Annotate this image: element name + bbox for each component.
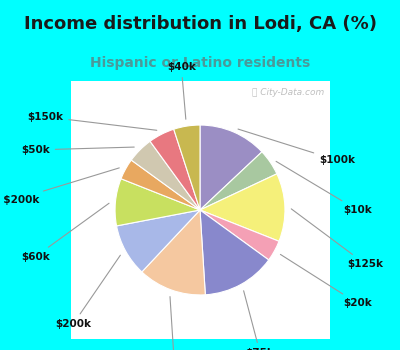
Text: $50k: $50k bbox=[21, 145, 134, 155]
Wedge shape bbox=[121, 160, 200, 210]
Text: Income distribution in Lodi, CA (%): Income distribution in Lodi, CA (%) bbox=[24, 15, 376, 33]
Wedge shape bbox=[200, 210, 269, 295]
Wedge shape bbox=[142, 210, 205, 295]
Wedge shape bbox=[150, 129, 200, 210]
Text: $100k: $100k bbox=[238, 129, 355, 165]
Text: Hispanic or Latino residents: Hispanic or Latino residents bbox=[90, 56, 310, 70]
Text: $200k: $200k bbox=[55, 255, 120, 329]
Text: $20k: $20k bbox=[280, 254, 372, 308]
Wedge shape bbox=[131, 141, 200, 210]
Text: $30k: $30k bbox=[160, 296, 188, 350]
Text: $60k: $60k bbox=[21, 203, 109, 261]
Wedge shape bbox=[200, 210, 279, 260]
Text: > $200k: > $200k bbox=[0, 168, 119, 205]
Text: ⓘ City-Data.com: ⓘ City-Data.com bbox=[252, 88, 324, 97]
Wedge shape bbox=[115, 179, 200, 226]
Text: $125k: $125k bbox=[291, 209, 383, 269]
Wedge shape bbox=[200, 125, 262, 210]
Wedge shape bbox=[200, 152, 277, 210]
Wedge shape bbox=[174, 125, 200, 210]
Wedge shape bbox=[200, 174, 285, 241]
Wedge shape bbox=[116, 210, 200, 272]
Text: $40k: $40k bbox=[167, 62, 196, 119]
Text: $75k: $75k bbox=[244, 291, 274, 350]
Text: $10k: $10k bbox=[276, 161, 372, 215]
Text: $150k: $150k bbox=[27, 112, 157, 130]
